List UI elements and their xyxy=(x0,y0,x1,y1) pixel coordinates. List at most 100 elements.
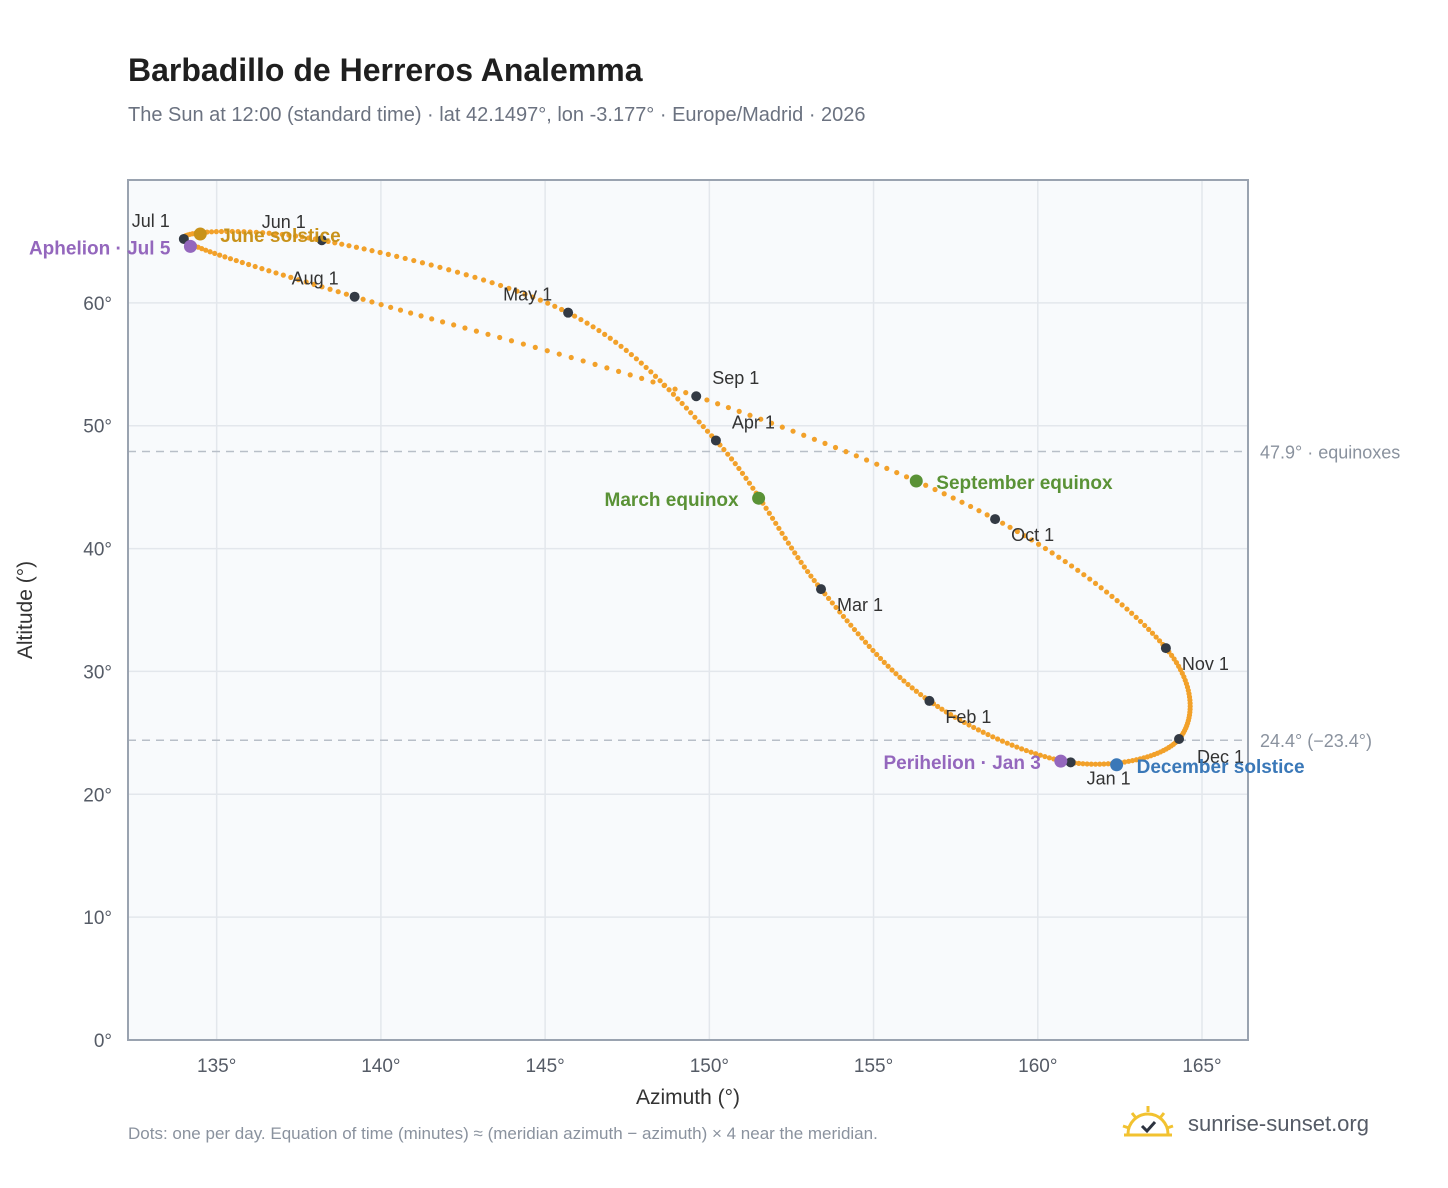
month-label: Oct 1 xyxy=(1011,525,1054,545)
daily-dot xyxy=(1149,630,1156,636)
daily-dot xyxy=(1126,758,1132,764)
daily-dot xyxy=(199,246,205,252)
reference-line-label: 24.4° (−23.4°) xyxy=(1260,731,1372,751)
event-marker xyxy=(909,474,923,488)
event-label: June solstice xyxy=(220,226,340,247)
daily-dot xyxy=(990,734,996,740)
daily-dot xyxy=(696,419,702,425)
y-tick-label: 50° xyxy=(83,417,112,438)
daily-dot xyxy=(1146,626,1152,632)
daily-dot xyxy=(618,343,624,349)
daily-dot xyxy=(825,595,832,601)
daily-dot xyxy=(666,387,672,393)
y-tick-label: 10° xyxy=(83,908,112,929)
daily-dot xyxy=(843,449,849,455)
month-label: Aug 1 xyxy=(292,269,339,289)
daily-dot xyxy=(959,499,965,505)
daily-dot xyxy=(212,250,218,257)
daily-dot xyxy=(353,244,360,250)
daily-dot xyxy=(208,229,215,235)
daily-dot xyxy=(485,331,491,337)
event-label: March equinox xyxy=(605,490,740,511)
daily-dot xyxy=(489,280,495,286)
daily-dot xyxy=(961,719,967,726)
daily-dot xyxy=(532,344,538,350)
daily-dot xyxy=(633,356,639,362)
daily-dot xyxy=(419,260,426,266)
daily-dot xyxy=(299,234,305,240)
daily-dot xyxy=(1014,528,1020,535)
brand[interactable]: sunrise-sunset.org xyxy=(1120,1102,1369,1146)
daily-dot xyxy=(1114,598,1120,604)
daily-dot xyxy=(736,465,742,472)
daily-dot xyxy=(360,296,366,302)
daily-dot xyxy=(932,486,938,493)
daily-dot xyxy=(1042,545,1049,552)
daily-dot xyxy=(833,604,839,611)
daily-dot xyxy=(1014,744,1020,750)
daily-dot xyxy=(1081,572,1087,578)
daily-dot xyxy=(657,378,663,384)
daily-dot xyxy=(736,408,742,414)
daily-dot xyxy=(530,294,536,300)
daily-dot xyxy=(556,351,562,357)
daily-dot xyxy=(346,243,352,249)
daily-dot xyxy=(829,600,835,606)
daily-dot xyxy=(1092,580,1099,587)
month-marker xyxy=(1174,734,1185,744)
daily-dot xyxy=(1097,761,1103,767)
month-label: May 1 xyxy=(503,285,552,305)
event-marker xyxy=(183,239,197,253)
y-tick-label: 40° xyxy=(83,540,112,561)
daily-dot xyxy=(222,254,228,260)
daily-dot xyxy=(394,253,400,259)
x-axis-label: Azimuth (°) xyxy=(636,1086,740,1109)
y-tick-label: 30° xyxy=(83,662,112,683)
daily-dot xyxy=(851,626,858,633)
daily-dot xyxy=(266,268,272,274)
month-label: Apr 1 xyxy=(732,412,775,432)
brand-text[interactable]: sunrise-sunset.org xyxy=(1188,1111,1369,1136)
daily-dot xyxy=(776,525,782,531)
daily-dot xyxy=(229,228,235,235)
daily-dot xyxy=(1156,638,1163,644)
daily-dot xyxy=(679,400,685,407)
event-marker xyxy=(1110,758,1124,772)
daily-dot xyxy=(870,647,876,654)
daily-dot xyxy=(638,360,644,366)
daily-dot xyxy=(428,262,434,268)
daily-dot xyxy=(779,424,785,430)
daily-dot xyxy=(1119,602,1125,608)
daily-dot xyxy=(369,299,375,305)
daily-dot xyxy=(889,667,895,673)
event-label: Perihelion · Jan 3 xyxy=(883,753,1040,774)
daily-dot xyxy=(893,671,899,677)
daily-dot xyxy=(602,331,608,337)
month-label: Sep 1 xyxy=(712,368,759,388)
daily-dot xyxy=(704,428,711,434)
daily-dot xyxy=(721,446,727,453)
daily-dot xyxy=(1000,520,1006,526)
y-tick-label: 60° xyxy=(83,294,112,315)
daily-dot xyxy=(923,482,929,488)
daily-dot xyxy=(604,365,610,371)
daily-dot xyxy=(661,382,667,389)
daily-dot xyxy=(763,505,769,511)
daily-dot xyxy=(462,325,468,331)
daily-dot xyxy=(769,515,776,521)
month-label: Jan 1 xyxy=(1087,768,1131,788)
daily-dot xyxy=(246,261,252,268)
x-tick-label: 145° xyxy=(525,1056,564,1077)
daily-dot xyxy=(643,364,649,371)
daily-dot xyxy=(652,373,659,379)
event-marker xyxy=(1054,754,1068,768)
daily-dot xyxy=(848,622,854,628)
daily-dot xyxy=(544,348,550,354)
daily-dot xyxy=(1133,614,1139,620)
daily-dot xyxy=(224,228,230,235)
daily-dot xyxy=(514,288,520,294)
daily-dot xyxy=(792,550,798,556)
daily-dot xyxy=(909,685,915,691)
daily-dot xyxy=(578,316,584,323)
daily-dot xyxy=(247,229,253,235)
